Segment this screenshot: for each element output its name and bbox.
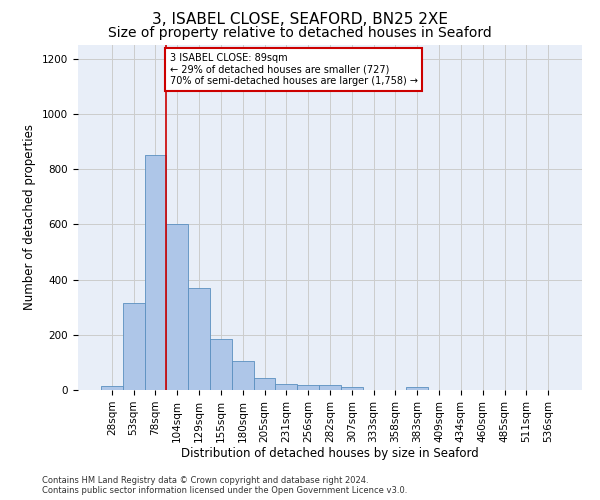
Bar bbox=[275, 384, 297, 390]
Bar bbox=[123, 303, 145, 390]
Text: 3 ISABEL CLOSE: 89sqm
← 29% of detached houses are smaller (727)
70% of semi-det: 3 ISABEL CLOSE: 89sqm ← 29% of detached … bbox=[170, 54, 418, 86]
X-axis label: Distribution of detached houses by size in Seaford: Distribution of detached houses by size … bbox=[181, 448, 479, 460]
Bar bbox=[232, 361, 254, 390]
Bar bbox=[319, 385, 341, 390]
Text: 3, ISABEL CLOSE, SEAFORD, BN25 2XE: 3, ISABEL CLOSE, SEAFORD, BN25 2XE bbox=[152, 12, 448, 28]
Text: Contains HM Land Registry data © Crown copyright and database right 2024.
Contai: Contains HM Land Registry data © Crown c… bbox=[42, 476, 407, 495]
Bar bbox=[341, 387, 363, 390]
Bar bbox=[166, 224, 188, 390]
Bar bbox=[297, 385, 319, 390]
Bar bbox=[210, 339, 232, 390]
Bar bbox=[101, 386, 123, 390]
Bar bbox=[406, 387, 428, 390]
Bar bbox=[254, 378, 275, 390]
Bar bbox=[145, 156, 166, 390]
Y-axis label: Number of detached properties: Number of detached properties bbox=[23, 124, 37, 310]
Text: Size of property relative to detached houses in Seaford: Size of property relative to detached ho… bbox=[108, 26, 492, 40]
Bar bbox=[188, 288, 210, 390]
